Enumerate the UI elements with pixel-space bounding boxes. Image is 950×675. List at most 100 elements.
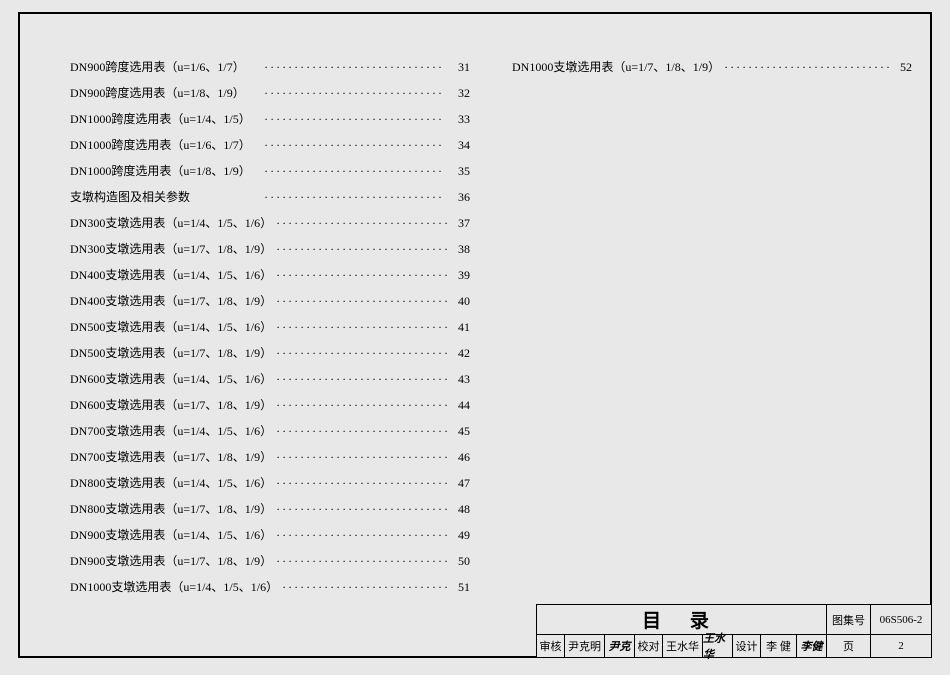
toc-entry-title: DN1000支墩选用表（u=1/4、1/5、1/6）	[70, 574, 278, 600]
toc-entry-title: DN700支墩选用表（u=1/4、1/5、1/6）	[70, 418, 272, 444]
toc-leader: ······························	[272, 470, 448, 496]
toc-entry-page: 36	[448, 184, 470, 210]
toc-leader: ······························	[251, 106, 448, 132]
check-name: 王水华	[663, 635, 703, 657]
toc-column-right: DN1000支墩选用表（u=1/7、1/8、1/9）··············…	[512, 54, 912, 80]
toc-entry-page: 39	[448, 262, 470, 288]
toc-entry-title: DN800支墩选用表（u=1/7、1/8、1/9）	[70, 496, 272, 522]
toc-entry: DN700支墩选用表（u=1/7、1/8、1/9）···············…	[70, 444, 470, 470]
toc-entry: DN400支墩选用表（u=1/4、1/5、1/6）···············…	[70, 262, 470, 288]
toc-entry: DN800支墩选用表（u=1/7、1/8、1/9）···············…	[70, 496, 470, 522]
toc-entry-page: 40	[448, 288, 470, 314]
toc-leader: ······························	[272, 418, 448, 444]
title-block-row-1: 目 录 图集号 06S506-2	[537, 605, 931, 635]
toc-column-left: DN900跨度选用表（u=1/6、1/7）···················…	[70, 54, 470, 600]
toc-entry: DN900支墩选用表（u=1/4、1/5、1/6）···············…	[70, 522, 470, 548]
toc-leader: ······························	[245, 80, 448, 106]
toc-entry: DN900跨度选用表（u=1/8、1/9）···················…	[70, 80, 470, 106]
toc-entry: DN600支墩选用表（u=1/7、1/8、1/9）···············…	[70, 392, 470, 418]
toc-leader: ······························	[272, 496, 448, 522]
design-name: 李 健	[761, 635, 797, 657]
toc-entry-title: DN600支墩选用表（u=1/7、1/8、1/9）	[70, 392, 272, 418]
document-title: 目 录	[537, 605, 827, 634]
toc-entry-title: DN400支墩选用表（u=1/7、1/8、1/9）	[70, 288, 272, 314]
toc-entry-page: 38	[448, 236, 470, 262]
toc-entry-title: DN900支墩选用表（u=1/4、1/5、1/6）	[70, 522, 272, 548]
toc-entry-page: 32	[448, 80, 470, 106]
page-frame: DN900跨度选用表（u=1/6、1/7）···················…	[18, 12, 932, 658]
toc-leader: ······························	[720, 54, 890, 80]
toc-entry-page: 41	[448, 314, 470, 340]
drawing-set-label: 图集号	[827, 605, 871, 634]
drawing-set-value: 06S506-2	[871, 605, 931, 634]
design-signature: 李健	[797, 635, 827, 657]
toc-entry-title: DN300支墩选用表（u=1/4、1/5、1/6）	[70, 210, 272, 236]
toc-entry: DN900支墩选用表（u=1/7、1/8、1/9）···············…	[70, 548, 470, 574]
toc-entry-title: DN900跨度选用表（u=1/8、1/9）	[70, 80, 245, 106]
toc-entry-page: 43	[448, 366, 470, 392]
toc-entry: DN400支墩选用表（u=1/7、1/8、1/9）···············…	[70, 288, 470, 314]
toc-entry: DN300支墩选用表（u=1/4、1/5、1/6）···············…	[70, 210, 470, 236]
page-value: 2	[871, 635, 931, 657]
toc-entry: DN500支墩选用表（u=1/4、1/5、1/6）···············…	[70, 314, 470, 340]
toc-leader: ······························	[272, 236, 448, 262]
toc-entry-title: DN800支墩选用表（u=1/4、1/5、1/6）	[70, 470, 272, 496]
toc-entry-title: DN1000支墩选用表（u=1/7、1/8、1/9）	[512, 54, 720, 80]
toc-entry-title: DN300支墩选用表（u=1/7、1/8、1/9）	[70, 236, 272, 262]
toc-leader: ······························	[272, 548, 448, 574]
toc-leader: ······························	[272, 288, 448, 314]
toc-entry: DN1000支墩选用表（u=1/7、1/8、1/9）··············…	[512, 54, 912, 80]
toc-entry-title: DN1000跨度选用表（u=1/4、1/5）	[70, 106, 251, 132]
toc-entry-page: 31	[448, 54, 470, 80]
toc-entry-page: 47	[448, 470, 470, 496]
title-block-row-2: 审核 尹克明 尹克 校对 王水华 王水华 设计 李 健 李健 页 2	[537, 635, 931, 657]
toc-entry: DN600支墩选用表（u=1/4、1/5、1/6）···············…	[70, 366, 470, 392]
toc-leader: ······························	[272, 522, 448, 548]
toc-entry-page: 50	[448, 548, 470, 574]
toc-entry: DN700支墩选用表（u=1/4、1/5、1/6）···············…	[70, 418, 470, 444]
toc-entry: DN1000跨度选用表（u=1/8、1/9）··················…	[70, 158, 470, 184]
toc-content: DN900跨度选用表（u=1/6、1/7）···················…	[70, 54, 890, 602]
design-label: 设计	[733, 635, 761, 657]
page-label: 页	[827, 635, 871, 657]
toc-entry: DN1000跨度选用表（u=1/4、1/5）··················…	[70, 106, 470, 132]
toc-entry-title: DN500支墩选用表（u=1/4、1/5、1/6）	[70, 314, 272, 340]
toc-entry: DN900跨度选用表（u=1/6、1/7）···················…	[70, 54, 470, 80]
toc-entry: DN500支墩选用表（u=1/7、1/8、1/9）···············…	[70, 340, 470, 366]
review-name: 尹克明	[565, 635, 605, 657]
review-signature: 尹克	[605, 635, 635, 657]
toc-leader: ······························	[272, 444, 448, 470]
check-label: 校对	[635, 635, 663, 657]
toc-leader: ······························	[272, 340, 448, 366]
toc-leader: ······························	[272, 262, 448, 288]
toc-leader: ······························	[272, 392, 448, 418]
toc-entry-title: DN1000跨度选用表（u=1/6、1/7）	[70, 132, 251, 158]
toc-entry-title: DN600支墩选用表（u=1/4、1/5、1/6）	[70, 366, 272, 392]
toc-entry-title: 支墩构造图及相关参数	[70, 184, 190, 210]
toc-entry-title: DN1000跨度选用表（u=1/8、1/9）	[70, 158, 251, 184]
toc-leader: ······························	[272, 366, 448, 392]
toc-entry-page: 46	[448, 444, 470, 470]
title-block: 目 录 图集号 06S506-2 审核 尹克明 尹克 校对 王水华 王水华 设计…	[536, 604, 932, 658]
toc-leader: ······························	[190, 184, 448, 210]
toc-entry-page: 34	[448, 132, 470, 158]
toc-entry-title: DN500支墩选用表（u=1/7、1/8、1/9）	[70, 340, 272, 366]
toc-entry-title: DN400支墩选用表（u=1/4、1/5、1/6）	[70, 262, 272, 288]
toc-entry: 支墩构造图及相关参数······························…	[70, 184, 470, 210]
toc-entry-title: DN700支墩选用表（u=1/7、1/8、1/9）	[70, 444, 272, 470]
toc-entry: DN1000跨度选用表（u=1/6、1/7）··················…	[70, 132, 470, 158]
toc-entry-page: 44	[448, 392, 470, 418]
toc-entry: DN300支墩选用表（u=1/7、1/8、1/9）···············…	[70, 236, 470, 262]
toc-entry-page: 37	[448, 210, 470, 236]
review-label: 审核	[537, 635, 565, 657]
toc-entry-page: 35	[448, 158, 470, 184]
check-signature: 王水华	[703, 635, 733, 657]
toc-leader: ······························	[251, 158, 448, 184]
toc-entry-title: DN900支墩选用表（u=1/7、1/8、1/9）	[70, 548, 272, 574]
toc-entry-page: 51	[448, 574, 470, 600]
toc-entry-page: 33	[448, 106, 470, 132]
toc-entry-page: 49	[448, 522, 470, 548]
toc-entry-page: 48	[448, 496, 470, 522]
toc-leader: ······························	[245, 54, 448, 80]
toc-entry-page: 52	[890, 54, 912, 80]
